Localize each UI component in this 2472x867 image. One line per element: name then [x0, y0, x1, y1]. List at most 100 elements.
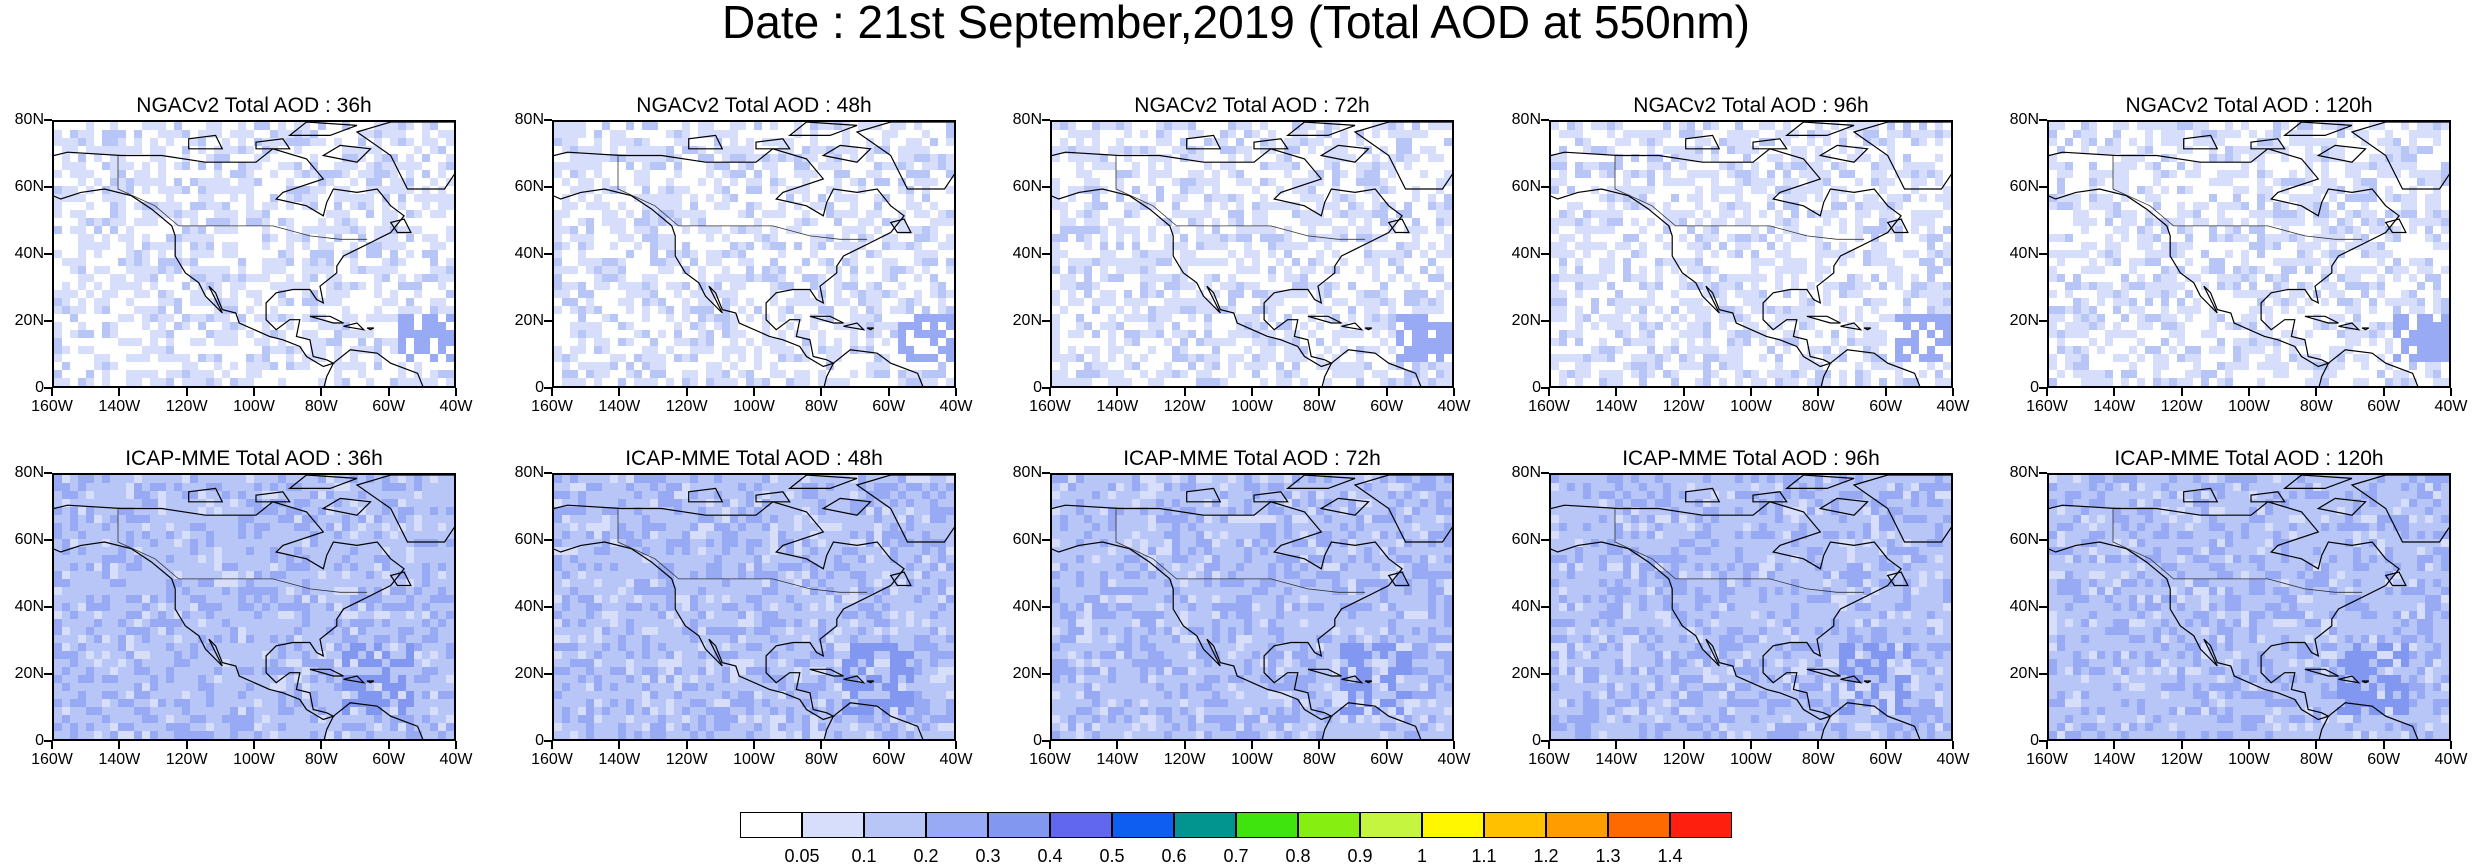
lon-tick-label: 100W	[724, 398, 784, 416]
colorbar-swatch	[1546, 812, 1608, 838]
lon-tick-label: 40W	[1923, 398, 1983, 416]
lon-tick-label: 80W	[2286, 751, 2346, 769]
map-plot-area	[552, 473, 956, 741]
lon-tick	[1885, 388, 1887, 396]
colorbar-label: 1	[1392, 846, 1452, 867]
aod-field-map	[1551, 475, 1953, 741]
lon-tick	[51, 741, 53, 749]
map-plot-area	[1050, 120, 1454, 388]
lat-tick	[1042, 539, 1050, 541]
lon-tick	[1049, 388, 1051, 396]
lat-tick	[1042, 320, 1050, 322]
panel-title: NGACv2 Total AOD : 36h	[52, 94, 456, 118]
lon-tick	[1049, 741, 1051, 749]
lat-tick-label: 20N	[1995, 312, 2039, 330]
lon-tick	[253, 741, 255, 749]
lon-tick-label: 160W	[1020, 398, 1080, 416]
lat-tick-label: 60N	[1995, 178, 2039, 196]
lat-tick-label: 20N	[0, 665, 44, 683]
lon-tick	[1615, 388, 1617, 396]
lon-tick-label: 120W	[657, 751, 717, 769]
lon-tick	[2315, 741, 2317, 749]
aod-field-map	[554, 122, 956, 388]
lat-tick-label: 80N	[998, 464, 1042, 482]
lon-tick	[1817, 388, 1819, 396]
lon-tick	[2181, 741, 2183, 749]
lon-tick	[1184, 741, 1186, 749]
lat-tick-label: 80N	[1995, 464, 2039, 482]
lon-tick	[686, 388, 688, 396]
lon-tick-label: 140W	[2084, 751, 2144, 769]
lat-tick-label: 40N	[0, 245, 44, 263]
lat-tick-label: 60N	[1995, 531, 2039, 549]
colorbar-label: 0.1	[834, 846, 894, 867]
lat-tick	[2039, 253, 2047, 255]
lon-tick	[1683, 388, 1685, 396]
colorbar-swatch	[740, 812, 802, 838]
lon-tick-label: 60W	[2354, 751, 2414, 769]
lon-tick	[1251, 388, 1253, 396]
lat-tick-label: 0	[998, 379, 1042, 397]
colorbar-swatch	[1484, 812, 1546, 838]
lat-tick-label: 60N	[0, 531, 44, 549]
lat-tick-label: 40N	[998, 598, 1042, 616]
lon-tick	[888, 741, 890, 749]
lon-tick-label: 140W	[89, 751, 149, 769]
lat-tick	[1541, 472, 1549, 474]
colorbar-swatch	[1236, 812, 1298, 838]
lat-tick-label: 0	[1995, 732, 2039, 750]
lat-tick-label: 60N	[1497, 531, 1541, 549]
lon-tick-label: 160W	[22, 751, 82, 769]
colorbar-swatch	[1174, 812, 1236, 838]
lon-tick-label: 40W	[926, 398, 986, 416]
lon-tick-label: 60W	[2354, 398, 2414, 416]
colorbar-label: 1.4	[1640, 846, 1700, 867]
aod-field-map	[1052, 122, 1454, 388]
panel-title: ICAP-MME Total AOD : 96h	[1549, 447, 1953, 471]
lat-tick-label: 0	[500, 732, 544, 750]
lon-tick-label: 100W	[224, 398, 284, 416]
lat-tick	[544, 320, 552, 322]
lat-tick	[2039, 539, 2047, 541]
lat-tick	[44, 673, 52, 675]
lat-tick	[544, 539, 552, 541]
lat-tick-label: 80N	[1995, 111, 2039, 129]
lat-tick-label: 80N	[998, 111, 1042, 129]
lat-tick	[2039, 472, 2047, 474]
panel-title: ICAP-MME Total AOD : 120h	[2047, 447, 2451, 471]
lon-tick-label: 140W	[1087, 751, 1147, 769]
lon-tick	[2181, 388, 2183, 396]
lon-tick-label: 160W	[522, 398, 582, 416]
lat-tick-label: 20N	[500, 665, 544, 683]
lon-tick	[753, 388, 755, 396]
colorbar-label: 0.2	[896, 846, 956, 867]
lon-tick	[2046, 388, 2048, 396]
lon-tick	[2046, 741, 2048, 749]
lon-tick	[1251, 741, 1253, 749]
lon-tick-label: 160W	[1519, 398, 1579, 416]
lat-tick	[1042, 186, 1050, 188]
map-plot-area	[1549, 473, 1953, 741]
aod-field-map	[554, 475, 956, 741]
lon-tick	[1386, 388, 1388, 396]
colorbar-label: 0.3	[958, 846, 1018, 867]
lon-tick-label: 80W	[791, 398, 851, 416]
lon-tick	[2113, 388, 2115, 396]
lat-tick-label: 20N	[998, 665, 1042, 683]
lon-tick	[1318, 741, 1320, 749]
lon-tick	[1453, 741, 1455, 749]
lon-tick	[955, 741, 957, 749]
lon-tick-label: 60W	[1357, 751, 1417, 769]
lon-tick	[388, 741, 390, 749]
lon-tick-label: 80W	[1788, 398, 1848, 416]
lon-tick	[1116, 741, 1118, 749]
map-plot-area	[2047, 120, 2451, 388]
lon-tick-label: 120W	[2152, 751, 2212, 769]
map-plot-area	[52, 473, 456, 741]
lon-tick-label: 100W	[724, 751, 784, 769]
